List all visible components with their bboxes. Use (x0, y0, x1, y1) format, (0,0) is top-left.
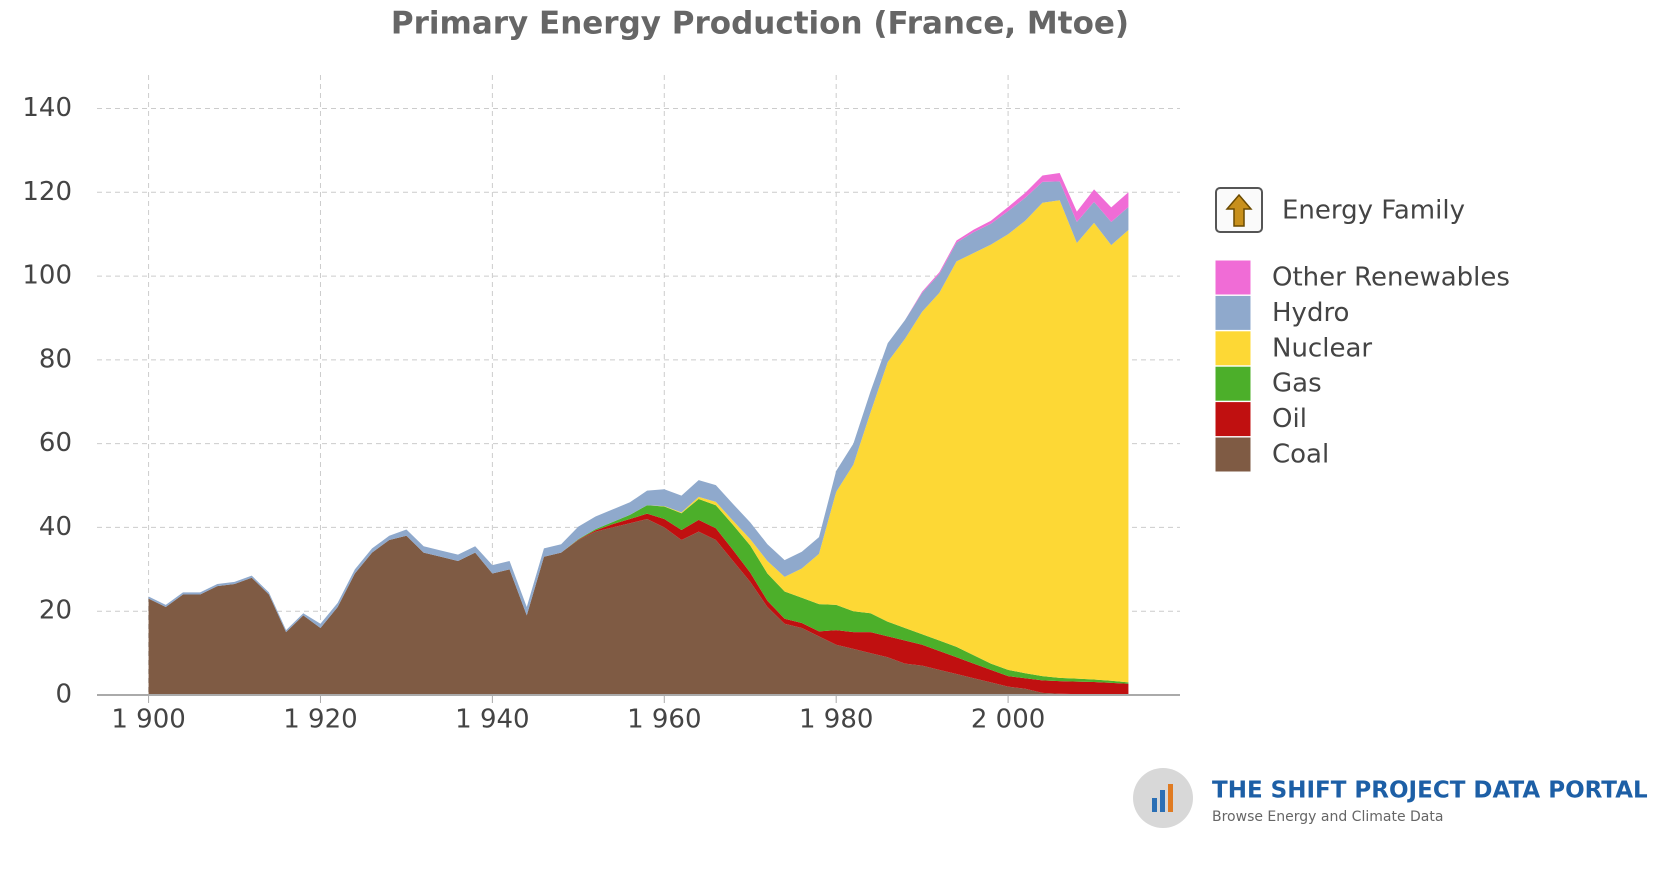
x-tick-label: 1 920 (283, 705, 357, 735)
legend-swatch (1214, 330, 1252, 367)
legend-label: Nuclear (1272, 333, 1372, 363)
y-tick-label: 20 (39, 596, 72, 626)
logo-title: THE SHIFT PROJECT DATA PORTAL (1212, 778, 1648, 804)
area (148, 513, 1129, 695)
legend-icon[interactable] (1215, 187, 1263, 233)
legend-icon-arrow[interactable] (1225, 193, 1253, 227)
y-tick-label: 0 (55, 680, 72, 710)
legend-swatch (1214, 436, 1252, 473)
legend-swatch (1214, 259, 1252, 296)
y-tick-label: 40 (39, 512, 72, 542)
y-tick-label: 120 (22, 177, 72, 207)
logo: THE SHIFT PROJECT DATA PORTAL Browse Ene… (1133, 768, 1648, 828)
legend-swatch (1214, 365, 1252, 402)
y-tick-label: 140 (22, 93, 72, 123)
y-tick-label: 60 (39, 428, 72, 458)
logo-subtitle: Browse Energy and Climate Data (1212, 809, 1443, 825)
legend-swatch (1214, 401, 1252, 438)
area (148, 200, 1129, 683)
x-tick-label: 1 960 (627, 705, 701, 735)
area (148, 519, 1129, 695)
y-tick-label: 100 (22, 261, 72, 291)
x-tick-label: 1 980 (799, 705, 873, 735)
logo-bar (1152, 798, 1157, 812)
legend-label: Other Renewables (1272, 263, 1510, 293)
chart-title: Primary Energy Production (France, Mtoe) (391, 6, 1129, 42)
x-tick-label: 1 900 (111, 705, 185, 735)
legend-label: Coal (1272, 440, 1329, 470)
legend-label: Hydro (1272, 298, 1349, 328)
legend-label: Gas (1272, 369, 1322, 399)
legend-label: Oil (1272, 404, 1307, 434)
x-tick-label: 2 000 (971, 705, 1045, 735)
y-tick-label: 80 (39, 344, 72, 374)
logo-bar (1168, 784, 1173, 812)
legend-title: Energy Family (1282, 196, 1465, 226)
x-tick-label: 1 940 (455, 705, 529, 735)
legend-swatch (1214, 294, 1252, 331)
logo-bar (1160, 790, 1165, 812)
